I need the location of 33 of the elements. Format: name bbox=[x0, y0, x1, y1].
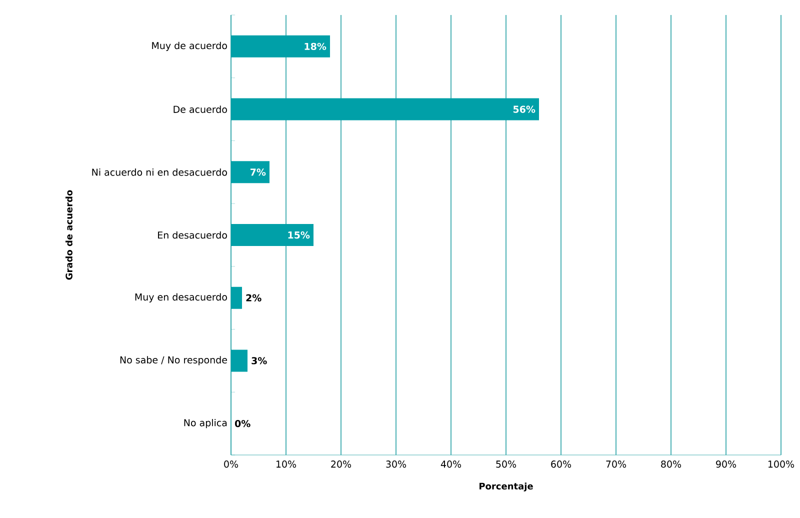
bar bbox=[231, 35, 330, 58]
y-tick-label: No sabe / No responde bbox=[120, 356, 227, 366]
y-tick-label: Muy en desacuerdo bbox=[135, 293, 227, 302]
y-tick-label: Muy de acuerdo bbox=[152, 42, 227, 52]
x-tick-label: 70% bbox=[606, 460, 626, 468]
y-tick-label: De acuerdo bbox=[174, 106, 227, 113]
data-label: 0% bbox=[234, 420, 250, 428]
bar bbox=[231, 98, 540, 120]
x-tick-label: 40% bbox=[440, 460, 462, 468]
x-axis-title: Porcentaje bbox=[480, 482, 533, 492]
data-label: 2% bbox=[246, 294, 262, 302]
x-tick-label: 80% bbox=[661, 460, 682, 468]
data-label: 18% bbox=[304, 42, 326, 50]
y-tick-label: No aplica bbox=[184, 418, 227, 428]
bar bbox=[231, 161, 270, 184]
x-tick-label: 30% bbox=[386, 460, 406, 468]
x-tick-label: 10% bbox=[276, 460, 296, 468]
data-label: 3% bbox=[252, 357, 267, 364]
x-tick-label: 50% bbox=[496, 460, 516, 468]
x-tick-label: 100% bbox=[768, 460, 794, 468]
x-tick-label: 90% bbox=[716, 460, 736, 468]
x-tick-label: 0% bbox=[224, 460, 238, 468]
y-tick-label: Ni acuerdo ni en desacuerdo bbox=[92, 168, 227, 176]
bar bbox=[231, 350, 248, 372]
x-tick-label: 20% bbox=[331, 460, 352, 468]
bar bbox=[231, 224, 314, 246]
y-tick-label: En desacuerdo bbox=[158, 231, 227, 239]
y-axis-title: Grado de acuerdo bbox=[65, 190, 72, 280]
data-label: 7% bbox=[250, 168, 266, 176]
data-label: 15% bbox=[288, 231, 310, 239]
x-tick-label: 60% bbox=[551, 460, 572, 468]
data-label: 56% bbox=[513, 106, 536, 113]
bar bbox=[231, 286, 242, 309]
